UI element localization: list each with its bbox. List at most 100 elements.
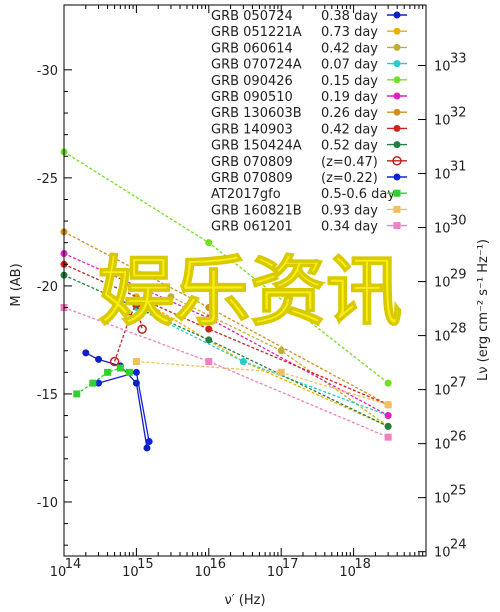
y-tick-label: -30 [37,64,58,79]
legend-entry-name: GRB 050724 [211,9,293,24]
legend-entry-name: GRB 070724A [211,58,302,73]
series-point [277,347,285,355]
series-point [95,379,103,387]
x-tick-label: 10 [50,565,67,580]
series-point [205,314,213,322]
legend-entry-name: GRB 150424A [211,139,302,154]
right-tick-label-exponent: 32 [450,106,467,121]
legend-entry-name: GRB 090426 [211,74,293,89]
series-point [205,358,213,366]
series-point [384,379,392,387]
right-tick-label: 10 [434,546,451,561]
series-point [384,412,392,420]
legend-entry-value: (z=0.47) [321,155,378,170]
series-point [116,364,124,372]
right-tick-label: 10 [434,276,451,291]
x-tick-label: 10 [339,565,356,580]
series-point [239,358,247,366]
series-point [132,358,140,366]
legend-entry-name: GRB 140903 [211,122,293,137]
series-point [205,239,213,247]
x-tick-label-exponent: 17 [282,557,299,572]
y-tick-label: -15 [37,388,58,403]
legend-swatch-marker [392,156,402,166]
legend-entry-name: GRB 090510 [211,90,293,105]
series-point [125,368,133,376]
series-point [384,422,392,430]
plot-frame [63,4,427,557]
watermark-overlay-text: 娱乐资讯 [98,247,402,336]
right-tick-label: 10 [434,114,451,129]
right-tick-label-exponent: 30 [450,214,467,229]
series-point [132,293,140,301]
legend-entry-name: GRB 070809 [211,155,293,170]
right-tick-label-exponent: 25 [450,484,467,499]
right-tick-label-exponent: 26 [450,430,467,445]
series-point [143,444,151,452]
right-tick-label: 10 [434,222,451,237]
legend-entry-value: (z=0.22) [321,171,378,186]
legend-entry-name: AT2017gfo [211,187,281,202]
right-tick-label: 10 [434,330,451,345]
legend-entry-value: 0.15 day [321,74,378,89]
legend-swatch-marker [393,27,401,35]
series-point [109,356,120,367]
x-tick-label-exponent: 18 [354,557,371,572]
series-point [384,433,392,441]
legend-entry-value: 0.42 day [321,41,378,56]
legend-entry-name: GRB 060614 [211,41,293,56]
series-point [205,325,213,333]
legend-entry-value: 0.26 day [321,106,378,121]
legend-entry-value: 0.19 day [321,90,378,105]
legend-entry-value: 0.34 day [321,220,378,235]
series-point [73,390,81,398]
series-point [131,298,142,308]
series-point [104,368,112,376]
y-tick-label: -10 [37,496,58,511]
series-point [145,437,153,445]
legend-entry-value: 0.07 day [321,58,378,73]
series-line [63,274,389,427]
series-point [132,368,140,376]
legend-swatch-marker [393,76,401,84]
series-line [136,306,389,417]
legend-swatch-marker [393,11,401,19]
right-tick-label-exponent: 27 [450,376,467,391]
legend-entry-name: GRB 061201 [211,220,293,235]
x-tick-label: 10 [122,565,139,580]
x-tick-label-exponent: 16 [210,557,227,572]
series-line [63,263,389,406]
series-line [136,360,389,406]
legend-swatch-marker [393,222,401,230]
right-tick-label-exponent: 28 [450,322,467,337]
series-point [277,368,285,376]
series-point [82,349,90,357]
series-line [98,371,150,442]
series-line [85,352,148,449]
legend-entry-name: GRB 160821B [211,203,302,218]
legend-entry-value: 0.73 day [321,25,378,40]
x-tick-label-exponent: 15 [137,557,154,572]
series-point [384,401,392,409]
right-tick-label: 10 [434,492,451,507]
legend-swatch-marker [393,189,401,197]
series-point [95,355,103,363]
series-line [113,301,143,362]
series-line [63,306,389,438]
right-tick-label-exponent: 29 [450,268,467,283]
legend-swatch-marker [393,124,401,132]
x-axis-label: ν′ (Hz) [224,593,265,608]
series-point [89,379,97,387]
series-point [137,324,147,334]
legend-swatch-marker [393,205,401,213]
series-point [205,304,213,312]
y-tick-label: -25 [37,172,58,187]
series-point [205,336,213,344]
legend-entry-name: GRB 130603B [211,106,302,121]
right-tick-label: 10 [434,384,451,399]
legend-swatch-marker [393,43,401,51]
series-point [167,293,175,301]
legend-swatch-marker [393,108,401,116]
series-line [63,252,389,417]
right-tick-label: 10 [434,60,451,75]
